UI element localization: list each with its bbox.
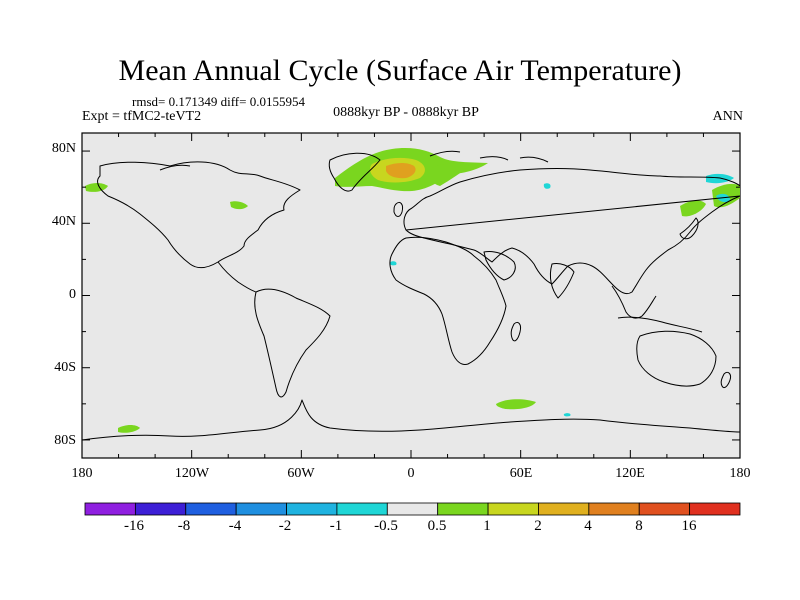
anomaly-southern-ocean-1 — [496, 399, 536, 410]
colorbar-box — [235, 502, 287, 516]
coastlines — [81, 150, 741, 441]
colorbar-label: -1 — [329, 518, 343, 534]
colorbar-box — [487, 502, 539, 516]
colorbar-label: -4 — [228, 518, 242, 534]
x-label-180e: 180 — [729, 466, 751, 481]
colorbar-label: 4 — [584, 518, 592, 534]
coast-india — [549, 263, 575, 299]
coast-madagascar — [510, 321, 521, 342]
colorbar-label: -0.5 — [374, 518, 398, 534]
colorbar-label: 8 — [635, 518, 643, 534]
coast-greenland — [328, 152, 381, 192]
colorbar-label: -16 — [124, 518, 144, 534]
y-label-40s: 40S — [54, 360, 76, 375]
chart-title: Mean Annual Cycle (Surface Air Temperatu… — [118, 54, 682, 87]
coast-indonesia — [617, 316, 703, 333]
y-label-0: 0 — [69, 287, 76, 302]
colorbar-label: 2 — [534, 518, 542, 534]
anomaly-alaska — [85, 183, 108, 192]
y-label-80s: 80S — [54, 433, 76, 448]
x-label-180w: 180 — [71, 466, 93, 481]
anomaly-arctic-neg — [543, 183, 551, 189]
colorbar-label: -8 — [177, 518, 191, 534]
colorbar-box — [185, 502, 237, 516]
coast-eurasia — [403, 168, 741, 295]
colorbar-box — [134, 502, 187, 516]
colorbar — [84, 502, 741, 516]
colorbar-box — [286, 502, 338, 516]
colorbar-box — [84, 502, 136, 516]
anomaly-southern-ocean-2 — [118, 425, 140, 433]
coast-uk — [393, 201, 403, 217]
colorbar-box — [689, 502, 741, 516]
coast-antarctica — [81, 399, 741, 441]
coast-central-america — [217, 261, 257, 293]
coast-africa — [389, 236, 507, 365]
anomaly-greenland-sea-strong — [386, 163, 416, 179]
anomaly-southern-ocean-3 — [563, 413, 571, 417]
colorbar-label: 1 — [483, 518, 491, 534]
coast-arctic-islands — [159, 150, 549, 171]
coast-south-america — [254, 288, 331, 398]
y-label-40n: 40N — [51, 214, 76, 229]
x-label-60w: 60W — [287, 466, 315, 481]
experiment-label: Expt = tfMC2-teVT2 — [82, 109, 202, 124]
coast-australia — [636, 330, 717, 387]
anomaly-hudson — [230, 201, 248, 210]
anomaly-sahara-neg — [389, 261, 397, 266]
colorbar-label: 0.5 — [427, 518, 447, 534]
coast-japan — [679, 217, 699, 240]
colorbar-box — [336, 502, 388, 516]
season-label: ANN — [712, 109, 743, 124]
stats-text: rmsd= 0.171349 diff= 0.0155954 — [132, 94, 305, 109]
colorbar-label: 16 — [681, 518, 697, 534]
coast-new-zealand — [720, 371, 731, 389]
colorbar-box — [638, 502, 691, 516]
x-label-120w: 120W — [174, 466, 210, 481]
y-label-80n: 80N — [51, 141, 76, 156]
colorbar-box — [386, 502, 439, 516]
axis-ticks — [81, 133, 741, 458]
coast-north-america — [97, 161, 301, 269]
colorbar-box — [538, 502, 590, 516]
x-label-120e: 120E — [615, 466, 645, 481]
x-label-0: 0 — [407, 466, 415, 481]
coast-arabia — [483, 251, 516, 281]
x-label-60e: 60E — [509, 466, 533, 481]
period-label: 0888kyr BP - 0888kyr BP — [333, 105, 479, 120]
anomaly-nw-pacific — [680, 200, 706, 217]
colorbar-box — [588, 502, 640, 516]
anomaly-barents — [427, 163, 470, 186]
colorbar-box — [437, 502, 489, 516]
colorbar-label: -2 — [278, 518, 292, 534]
